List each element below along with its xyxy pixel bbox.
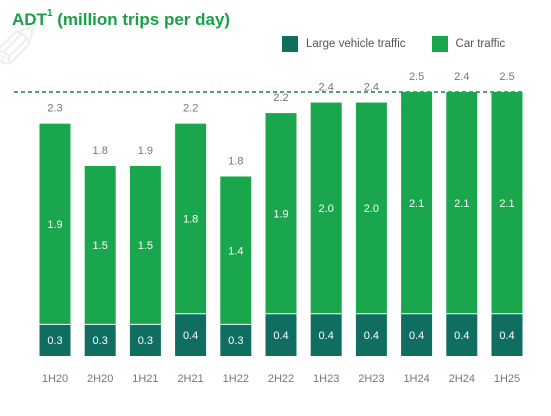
bar-large-vehicle-1H21: [129, 324, 161, 356]
total-label-2H22: 2.2: [273, 92, 288, 104]
legend-label-large-vehicle: Large vehicle traffic: [306, 38, 406, 50]
data-label-car-1H20: 1.9: [47, 219, 62, 231]
title-suffix: (million trips per day): [52, 10, 231, 29]
bar-car-1H21: [129, 165, 161, 325]
bar-car-2H23: [355, 102, 387, 314]
x-tick-label-1H23: 1H23: [313, 373, 339, 385]
x-tick-label-1H20: 1H20: [42, 373, 68, 385]
bar-large-vehicle-1H24: [401, 313, 433, 356]
data-label-car-2H21: 1.8: [183, 214, 198, 226]
x-tick-label-2H23: 2H23: [358, 373, 384, 385]
total-label-1H25: 2.5: [499, 71, 514, 83]
data-label-large-vehicle-1H23: 0.4: [319, 330, 334, 342]
legend: Large vehicle traffic Car traffic: [282, 36, 505, 52]
x-tick-label-2H20: 2H20: [87, 373, 113, 385]
bar-car-2H24: [446, 92, 478, 314]
data-label-car-2H23: 2.0: [364, 203, 379, 215]
bar-car-2H20: [84, 165, 116, 325]
total-label-1H20: 2.3: [47, 103, 62, 115]
legend-label-car: Car traffic: [455, 38, 506, 50]
bar-car-1H20: [39, 123, 71, 325]
total-label-2H21: 2.2: [183, 103, 198, 115]
x-tick-label-2H22: 2H22: [268, 373, 294, 385]
x-tick-label-1H21: 1H21: [132, 373, 158, 385]
total-label-1H21: 1.9: [138, 145, 153, 157]
data-label-car-1H22: 1.4: [228, 245, 243, 257]
bar-large-vehicle-1H23: [310, 313, 342, 356]
data-label-large-vehicle-2H24: 0.4: [454, 330, 469, 342]
data-label-car-2H20: 1.5: [93, 240, 108, 252]
data-label-large-vehicle-2H22: 0.4: [273, 330, 288, 342]
data-label-large-vehicle-1H22: 0.3: [228, 335, 243, 347]
data-label-large-vehicle-2H23: 0.4: [364, 330, 379, 342]
total-label-2H24: 2.4: [454, 71, 469, 83]
bar-large-vehicle-2H21: [175, 313, 207, 356]
data-label-large-vehicle-2H21: 0.4: [183, 330, 198, 342]
total-label-1H22: 1.8: [228, 155, 243, 167]
total-label-2H20: 1.8: [93, 145, 108, 157]
bar-large-vehicle-2H23: [355, 313, 387, 356]
total-label-1H23: 2.4: [319, 82, 334, 94]
bar-large-vehicle-1H25: [491, 313, 523, 356]
legend-item-car: Car traffic: [431, 36, 506, 52]
x-tick-label-1H22: 1H22: [223, 373, 249, 385]
title-footnote-mark: 1: [46, 8, 53, 20]
x-tick-label-1H25: 1H25: [494, 373, 520, 385]
total-label-1H24: 2.5: [409, 71, 424, 83]
legend-swatch-car: [431, 36, 448, 52]
data-label-large-vehicle-1H24: 0.4: [409, 330, 424, 342]
bar-large-vehicle-2H22: [265, 313, 297, 356]
data-label-car-1H25: 2.1: [499, 198, 514, 210]
data-label-car-1H23: 2.0: [319, 203, 334, 215]
data-label-car-1H24: 2.1: [409, 198, 424, 210]
data-label-large-vehicle-1H25: 0.4: [499, 330, 514, 342]
chart-title: ADT1 (million trips per day): [12, 8, 231, 30]
bar-large-vehicle-2H24: [446, 313, 478, 356]
data-label-large-vehicle-1H21: 0.3: [138, 335, 153, 347]
data-label-car-2H22: 1.9: [273, 208, 288, 220]
bar-car-1H25: [491, 92, 523, 314]
bar-car-1H24: [401, 92, 433, 314]
x-tick-label-1H24: 1H24: [403, 373, 429, 385]
legend-swatch-large-vehicle: [282, 36, 298, 52]
data-label-car-1H21: 1.5: [138, 240, 153, 252]
bar-car-1H23: [310, 102, 342, 314]
bar-car-2H21: [175, 123, 207, 314]
bar-car-2H22: [265, 113, 297, 314]
x-tick-label-2H21: 2H21: [177, 373, 203, 385]
bar-large-vehicle-1H20: [39, 324, 71, 356]
total-label-2H23: 2.4: [364, 82, 379, 94]
data-label-large-vehicle-1H20: 0.3: [47, 335, 62, 347]
bar-large-vehicle-1H22: [220, 324, 252, 356]
data-label-car-2H24: 2.1: [454, 198, 469, 210]
legend-item-large-vehicle: Large vehicle traffic: [282, 36, 406, 52]
x-tick-label-2H24: 2H24: [449, 373, 475, 385]
bar-car-1H22: [220, 176, 252, 325]
data-label-large-vehicle-2H20: 0.3: [93, 335, 108, 347]
bar-large-vehicle-2H20: [84, 324, 116, 356]
title-main: ADT: [12, 10, 47, 29]
